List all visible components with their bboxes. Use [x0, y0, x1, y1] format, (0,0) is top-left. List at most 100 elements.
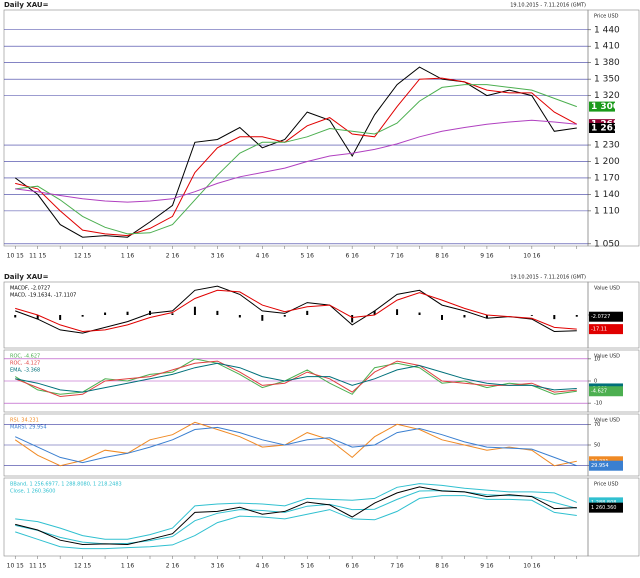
legend-entry: ROC, -4.627 [10, 354, 40, 360]
x-tick-label: 3 16 [211, 563, 225, 570]
y-tick-label: 1 110 [594, 206, 620, 216]
x-tick-label: 12 15 [74, 253, 91, 260]
panel-subtitle: 19.10.2015 - 7.11.2016 (GMT) [510, 275, 586, 281]
legend-entry: EMA, -3.368 [10, 368, 40, 374]
series-line [14, 426, 577, 467]
histogram-bar [396, 309, 399, 315]
price-box [589, 386, 623, 397]
x-tick-label: 5 16 [301, 563, 315, 570]
series-line [15, 360, 577, 398]
histogram-bar [351, 315, 354, 323]
series-line [15, 362, 577, 393]
legend-entry: BBand, 1 256.6977, 1 288.8080, 1 218.248… [10, 482, 122, 488]
legend-entry: ROC, -4.127 [10, 361, 40, 367]
y-tick-label: 1 230 [594, 141, 620, 151]
histogram-bar [171, 313, 174, 315]
series-line [15, 119, 577, 203]
price-box-label: -17.11 [591, 327, 607, 333]
x-tick-label: 8 16 [435, 563, 449, 570]
series-line [15, 486, 577, 546]
series-line [15, 483, 577, 540]
x-tick-label: 12 15 [74, 563, 91, 570]
x-tick-label: 10 15 [7, 253, 24, 260]
legend-entry: RSI, 34.231 [10, 418, 39, 424]
price-box [589, 101, 615, 112]
histogram-bar [238, 315, 241, 318]
y-tick-label: 1 440 [594, 25, 620, 35]
histogram-bar [530, 315, 533, 316]
x-tick-label: 4 16 [256, 253, 270, 260]
y-tick-label: -10 [594, 401, 602, 407]
histogram-bar [373, 310, 376, 315]
histogram-bar [14, 315, 17, 318]
y-tick-label: 1 140 [594, 190, 620, 200]
price-box-label: 1 260.360 [591, 505, 616, 511]
x-tick-label: 7 16 [390, 563, 404, 570]
x-tick-label: 1 16 [121, 253, 135, 260]
legend-entry: MARSI, 29.954 [10, 425, 47, 431]
histogram-bar [441, 315, 443, 320]
series-line [15, 289, 577, 333]
series-line [15, 285, 577, 334]
price-box-label: 1 300 [591, 102, 619, 112]
y-tick-label: 70 [594, 422, 600, 428]
axis-title: Value USD [594, 418, 620, 424]
series-line [14, 421, 577, 467]
histogram-bar [306, 310, 309, 315]
histogram-bar [283, 315, 286, 317]
series-line [14, 66, 577, 238]
price-box [589, 497, 623, 508]
series-line [14, 358, 577, 395]
histogram-bar [59, 315, 62, 320]
histogram-bar [216, 310, 219, 315]
x-tick-label: 8 16 [435, 253, 449, 260]
x-tick-label: 2 16 [166, 563, 180, 570]
x-tick-label: 4 16 [256, 563, 270, 570]
y-tick-label: 50 [594, 443, 600, 449]
x-tick-label: 9 16 [480, 253, 494, 260]
x-tick-label: 11 15 [29, 253, 46, 260]
axis-title: Value USD [594, 354, 620, 360]
price-box-label: -2.0727 [591, 314, 610, 320]
y-tick-label: 1 170 [594, 173, 620, 183]
histogram-bar [485, 315, 488, 319]
legend-entry: MACD, -19.1634, -17.1107 [10, 293, 76, 299]
histogram-bar [261, 315, 264, 321]
axis-title: Value USD [594, 286, 620, 292]
histogram-bar [575, 315, 578, 317]
x-tick-label: 6 16 [345, 253, 359, 260]
y-tick-label: 10 [594, 356, 600, 362]
price-box [589, 123, 615, 133]
x-tick-label: 1 16 [121, 563, 135, 570]
panel-subtitle: 19.10.2015 - 7.11.2016 (GMT) [510, 3, 586, 9]
axis-frame [587, 477, 640, 557]
x-tick-label: 11 15 [29, 563, 46, 570]
histogram-bar [126, 311, 129, 315]
x-tick-label: 9 16 [480, 563, 494, 570]
y-tick-label: 1 320 [594, 91, 620, 101]
y-tick-label: 1 050 [594, 239, 620, 249]
x-tick-label: 2 16 [166, 253, 180, 260]
histogram-bar [418, 312, 421, 315]
y-tick-label: 1 410 [594, 42, 620, 52]
series-line [15, 77, 578, 237]
price-box [589, 460, 623, 471]
histogram-bar [104, 312, 107, 315]
y-tick-label: 0 [594, 379, 597, 385]
panel-title: Daily XAU= [4, 1, 49, 9]
price-box-label: -4.627 [591, 389, 607, 395]
x-tick-label: 6 16 [345, 563, 359, 570]
x-tick-label: 3 16 [211, 253, 225, 260]
price-box-label: 29.954 [591, 463, 609, 469]
panel-title: Daily XAU= [4, 273, 49, 281]
histogram-bar [36, 315, 39, 320]
legend-entry: Close, 1 260.3600 [10, 489, 55, 495]
x-tick-label: 10 16 [523, 253, 540, 260]
histogram-bar [193, 306, 196, 315]
series-line [15, 495, 577, 550]
axis-frame [587, 9, 640, 247]
axis-title: Price USD [594, 14, 619, 20]
price-box [589, 502, 623, 513]
x-tick-label: 5 16 [301, 253, 315, 260]
